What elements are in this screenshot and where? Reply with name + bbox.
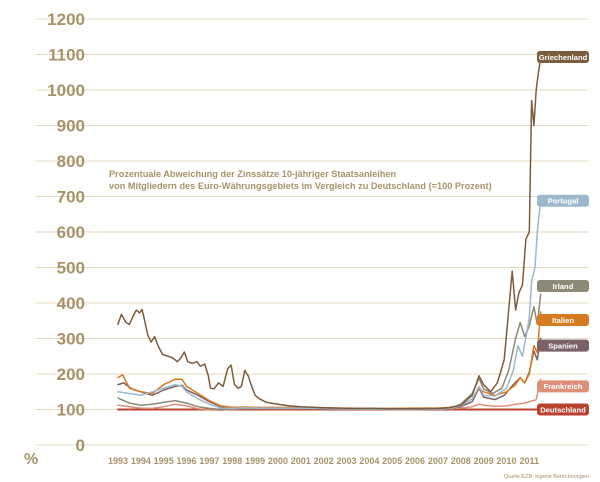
legend-tag-label: Griechenland bbox=[539, 53, 588, 62]
legend-tag-box bbox=[537, 403, 589, 416]
series-lines bbox=[117, 57, 542, 411]
x-tick-label-1998: 1998 bbox=[222, 456, 242, 466]
x-tick-label-2000: 2000 bbox=[268, 456, 288, 466]
x-tick-label-2004: 2004 bbox=[359, 456, 379, 466]
x-axis: 1993 1994 1995 1996 1997 1998 1999 2000 2001 2002… bbox=[108, 456, 539, 466]
y-axis-unit-label: % bbox=[24, 451, 38, 468]
y-tick-label-100: 100 bbox=[57, 401, 85, 420]
legend-tag-label: Irland bbox=[553, 282, 574, 291]
legend-tag-box bbox=[537, 339, 589, 352]
chart-subtitle: von Mitgliedern des Euro-Währungsgebiets… bbox=[109, 181, 492, 191]
y-axis: 0 100 200 300 400 500 600 700 800 900 1000 1100 1200 bbox=[47, 10, 85, 455]
legend-tag-griechenland: Griechenland bbox=[537, 50, 589, 63]
series-line-portugal bbox=[117, 199, 542, 410]
x-tick-label-1999: 1999 bbox=[245, 456, 265, 466]
y-tick-label-500: 500 bbox=[57, 259, 85, 278]
y-tick-label-200: 200 bbox=[57, 365, 85, 384]
x-tick-label-2009: 2009 bbox=[474, 456, 494, 466]
source-note: Quelle EZB, eigene Berechnungen bbox=[504, 474, 589, 480]
y-tick-label-800: 800 bbox=[57, 152, 85, 171]
x-tick-label-2006: 2006 bbox=[405, 456, 425, 466]
x-tick-label-2011: 2011 bbox=[520, 456, 540, 466]
series-legend-tags: Deutschland Frankreich Spanien Irland Italie… bbox=[537, 50, 589, 416]
chart-title: Prozentuale Abweichung der Zinssätze 10-… bbox=[109, 169, 396, 179]
gridlines bbox=[36, 18, 588, 446]
legend-tag-irland: Irland bbox=[537, 279, 589, 292]
legend-tag-box bbox=[537, 50, 589, 63]
legend-tag-italien: Italien bbox=[537, 314, 589, 327]
legend-tag-label: Spanien bbox=[548, 341, 578, 350]
y-tick-label-600: 600 bbox=[57, 223, 85, 242]
x-tick-label-2002: 2002 bbox=[314, 456, 334, 466]
x-tick-label-1994: 1994 bbox=[131, 456, 151, 466]
y-tick-label-400: 400 bbox=[57, 294, 85, 313]
x-tick-label-2008: 2008 bbox=[451, 456, 471, 466]
legend-tag-label: Deutschland bbox=[540, 405, 586, 414]
y-tick-label-1000: 1000 bbox=[47, 81, 85, 100]
x-tick-label-2003: 2003 bbox=[336, 456, 356, 466]
y-tick-label-900: 900 bbox=[57, 117, 85, 136]
legend-tag-box bbox=[537, 380, 589, 393]
y-tick-label-700: 700 bbox=[57, 188, 85, 207]
x-tick-label-2007: 2007 bbox=[428, 456, 448, 466]
y-tick-label-1100: 1100 bbox=[48, 46, 85, 65]
x-tick-label-1996: 1996 bbox=[177, 456, 197, 466]
legend-tag-box bbox=[537, 194, 589, 207]
x-tick-label-2010: 2010 bbox=[496, 456, 516, 466]
legend-tag-frankreich: Frankreich bbox=[537, 380, 589, 393]
y-tick-label-300: 300 bbox=[57, 330, 85, 349]
legend-tag-box bbox=[537, 314, 589, 327]
x-tick-label-1993: 1993 bbox=[108, 456, 128, 466]
legend-tag-deutschland: Deutschland bbox=[537, 403, 589, 416]
series-line-italien bbox=[117, 311, 542, 410]
legend-tag-label: Frankreich bbox=[544, 382, 583, 391]
x-tick-label-2001: 2001 bbox=[291, 456, 311, 466]
y-tick-label-1200: 1200 bbox=[47, 10, 85, 29]
x-tick-label-1997: 1997 bbox=[199, 456, 219, 466]
legend-tag-label: Italien bbox=[552, 316, 574, 325]
legend-tag-spanien: Spanien bbox=[537, 339, 589, 352]
legend-tag-label: Portugal bbox=[548, 197, 579, 206]
y-tick-label-0: 0 bbox=[76, 436, 85, 455]
x-tick-label-1995: 1995 bbox=[154, 456, 174, 466]
legend-tag-box bbox=[537, 279, 589, 292]
x-tick-label-2005: 2005 bbox=[382, 456, 402, 466]
legend-tag-portugal: Portugal bbox=[537, 194, 589, 207]
series-line-griechenland bbox=[117, 57, 542, 410]
